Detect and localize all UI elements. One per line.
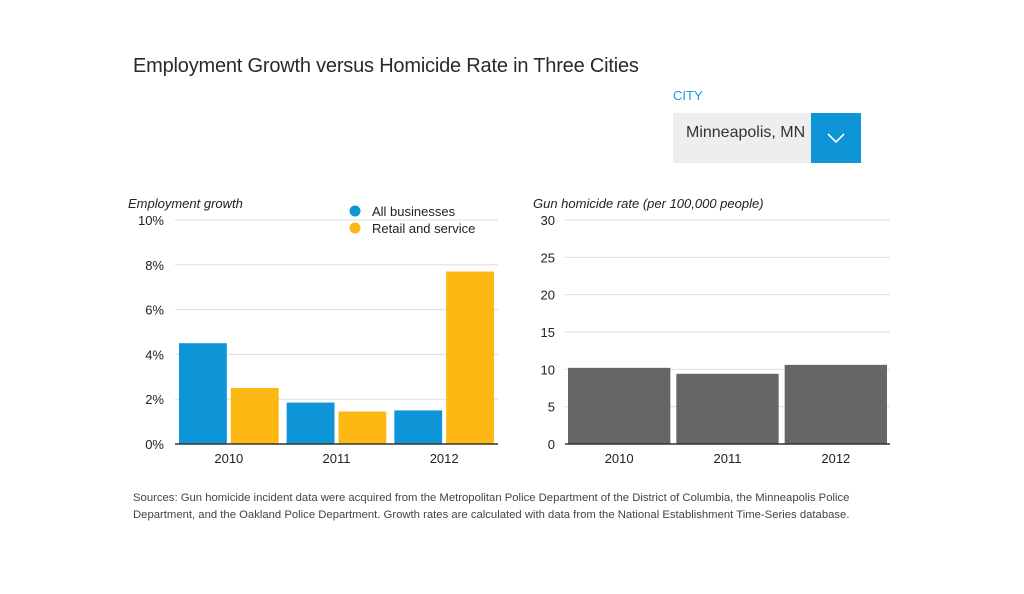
y-tick-label: 0 [548,437,555,452]
legend-marker [349,205,361,217]
city-dropdown[interactable]: Minneapolis, MN [673,113,861,163]
y-tick-label: 4% [145,347,164,362]
x-tick-label: 2011 [323,451,351,466]
sources-note: Sources: Gun homicide incident data were… [133,492,850,521]
bar [784,364,887,444]
city-selected-value[interactable]: Minneapolis, MN [673,113,811,163]
bar [446,271,494,444]
bar [338,411,387,444]
y-tick-label: 20 [541,288,555,303]
y-axis-label: Employment growth [128,196,243,211]
bar [568,367,671,444]
y-tick-label: 25 [541,250,555,265]
y-tick-label: 6% [145,303,164,318]
bar [230,388,279,444]
x-tick-label: 2010 [605,451,634,466]
x-tick-label: 2012 [821,451,850,466]
legend-marker [349,222,361,234]
bar [676,373,779,444]
y-tick-label: 10% [138,213,164,228]
city-dropdown-button[interactable] [811,113,861,163]
y-tick-label: 5 [548,400,555,415]
y-tick-label: 30 [541,213,555,228]
city-label: CITY [673,88,703,103]
y-axis-label: Gun homicide rate (per 100,000 people) [533,196,764,211]
y-tick-label: 15 [541,325,555,340]
y-tick-label: 0% [145,437,164,452]
legend-label: Retail and service [372,221,475,236]
employment-growth-chart: Employment growth 0% 2% 4% 6% 8% 10% 2010 2011 20… [128,196,498,466]
homicide-rate-chart: Gun homicide rate (per 100,000 people) 0 5… [533,196,890,466]
x-tick-label: 2010 [214,451,243,466]
x-tick-label: 2012 [430,451,459,466]
bar [394,410,443,444]
page-title: Employment Growth versus Homicide Rate i… [133,55,639,77]
x-tick-label: 2011 [714,451,742,466]
y-tick-label: 8% [145,258,164,273]
legend-label: All businesses [372,204,456,219]
y-tick-label: 10 [541,362,555,377]
chevron-down-icon [827,133,845,144]
y-tick-label: 2% [145,392,164,407]
bar [286,402,335,444]
bar [179,343,227,444]
